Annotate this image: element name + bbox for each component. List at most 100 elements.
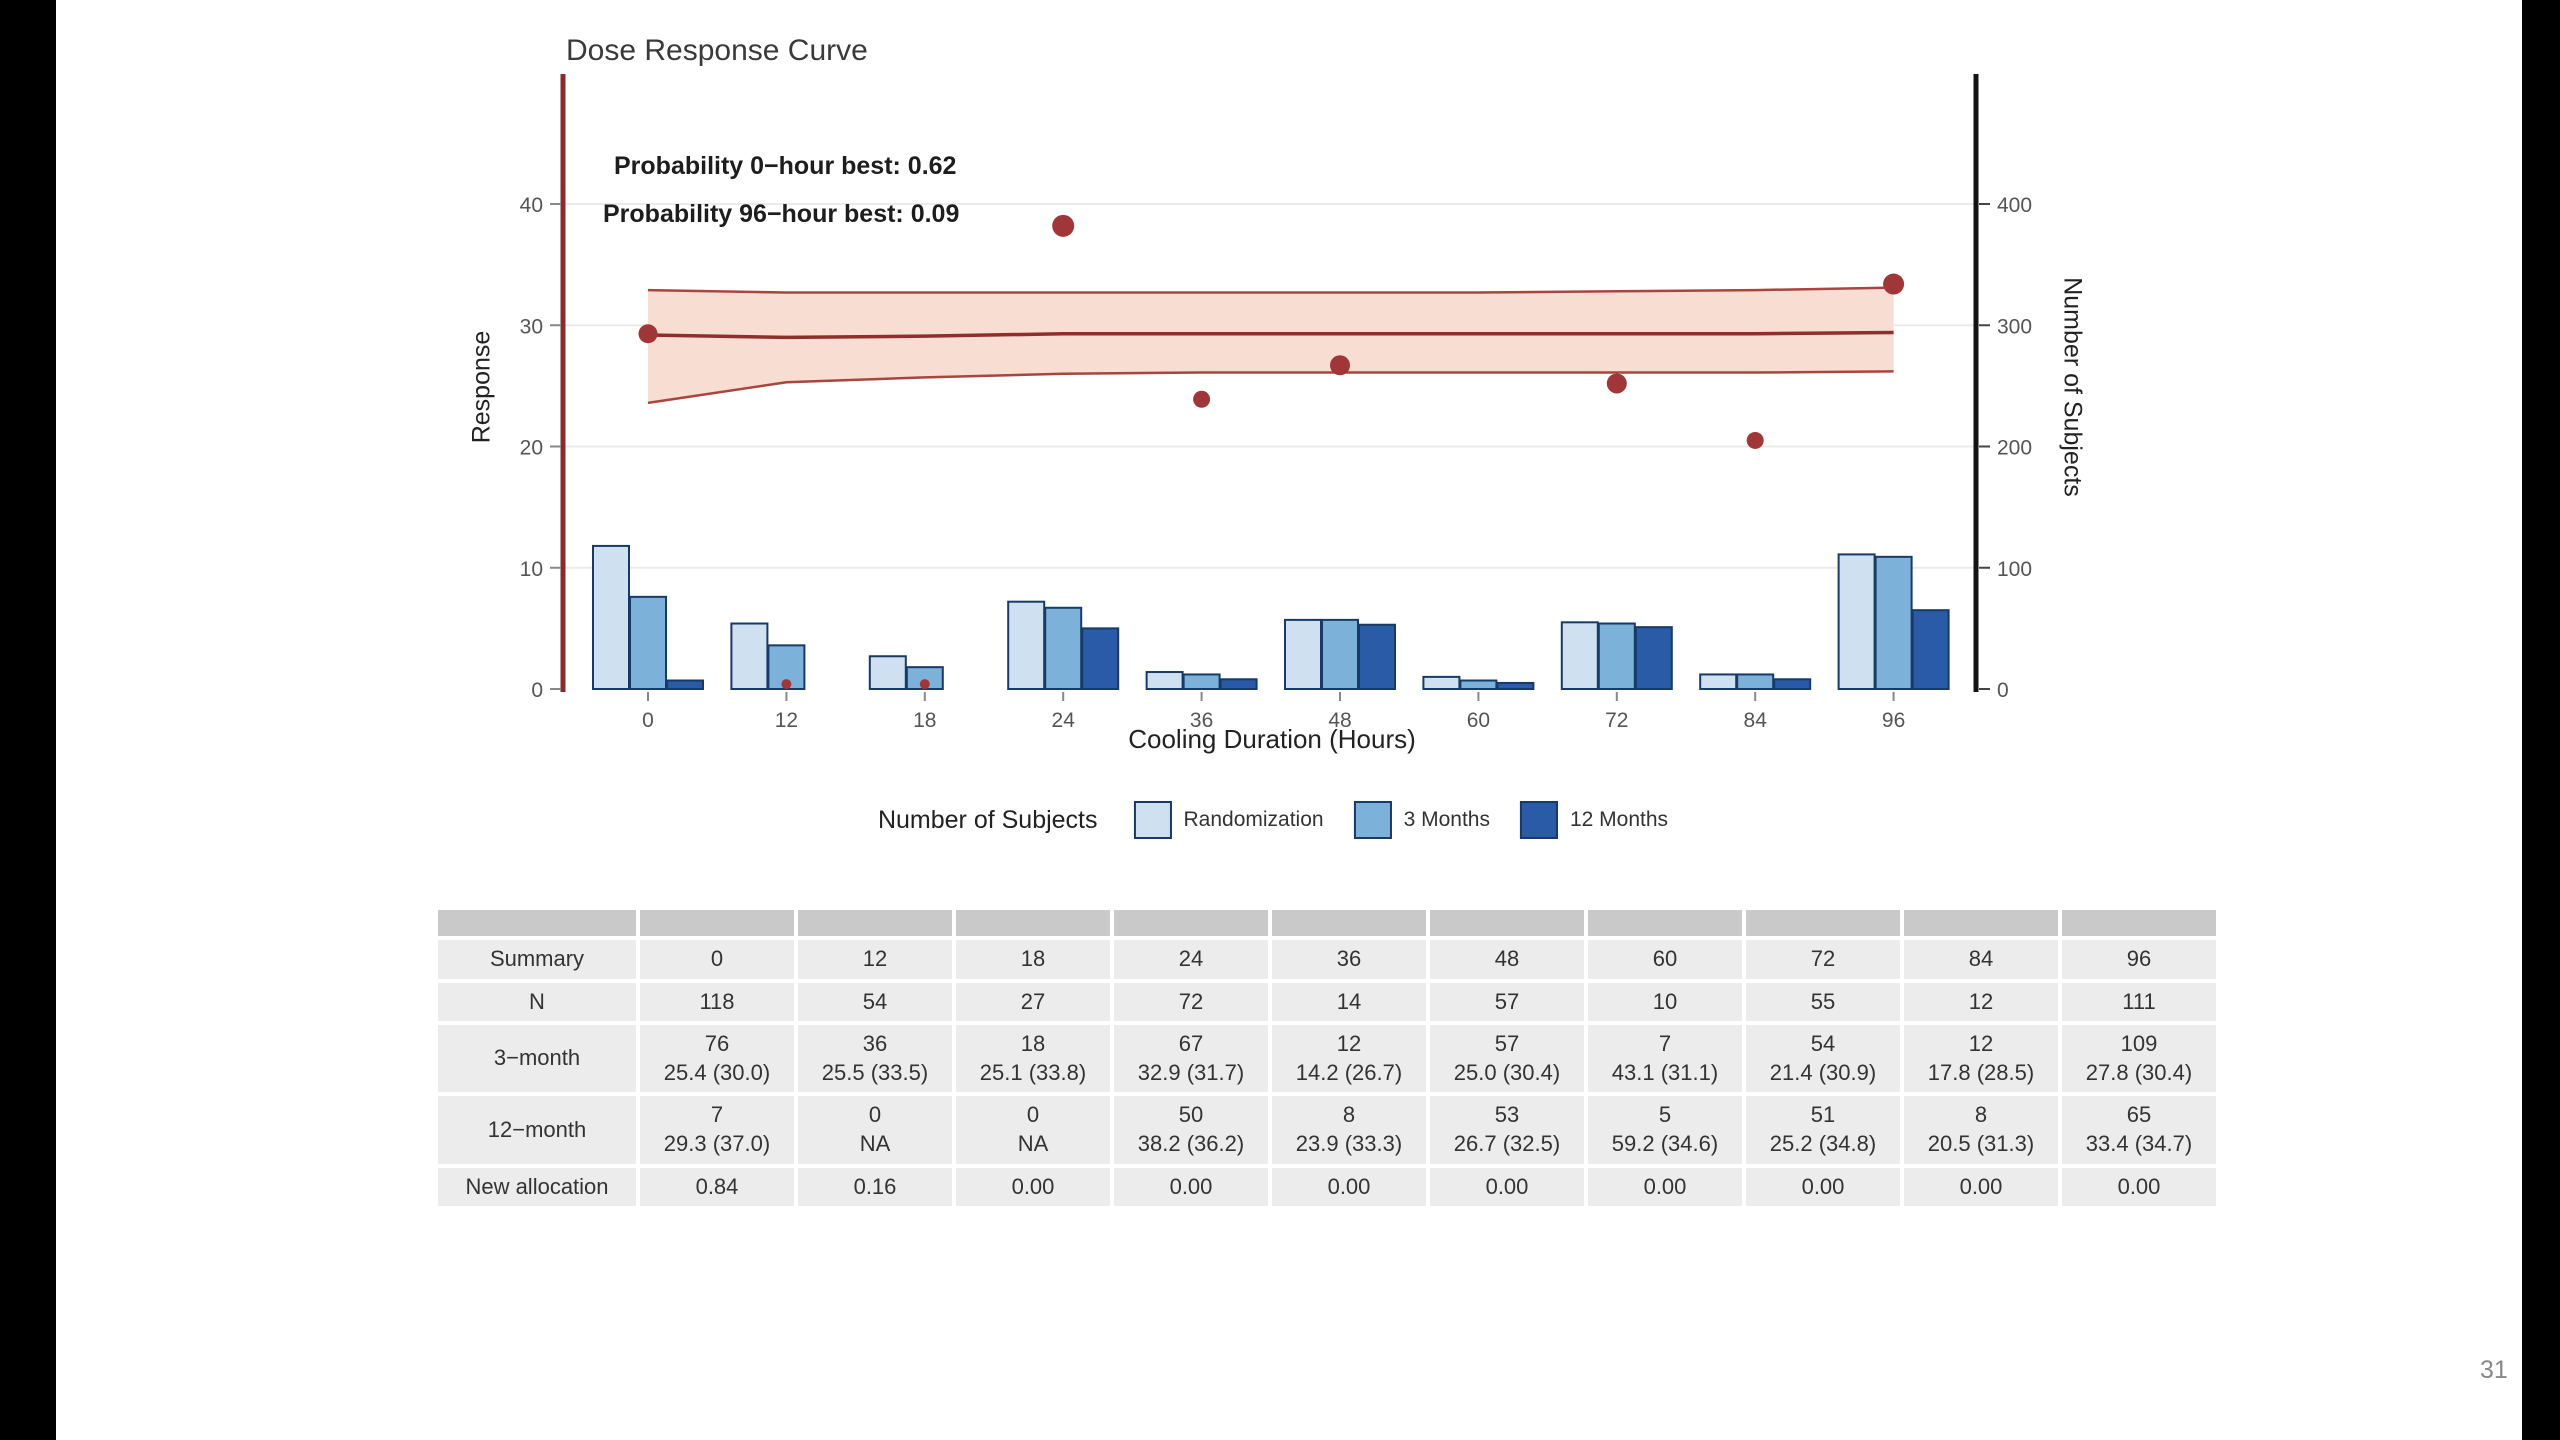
row-label: 12−month <box>438 1096 636 1164</box>
table-row: Summary 0 12 18 24 36 48 60 72 84 96 <box>438 940 2216 979</box>
table-cell: 109 27.8 (30.4) <box>2062 1025 2216 1093</box>
table-cell: 54 21.4 (30.9) <box>1746 1025 1900 1093</box>
table-cell: 0.00 <box>1114 1167 1268 1207</box>
table-cell: 0.00 <box>1904 1167 2058 1207</box>
page-number: 31 <box>2480 1356 2508 1384</box>
table-cell: 0.00 <box>1272 1167 1426 1207</box>
table-cell: 0.00 <box>956 1167 1110 1207</box>
svg-text:24: 24 <box>1052 709 1076 732</box>
svg-text:100: 100 <box>1997 558 2032 581</box>
svg-text:200: 200 <box>1997 437 2032 460</box>
table-cell: 84 <box>1904 940 2058 979</box>
x-axis-label: Cooling Duration (Hours) <box>1128 724 1416 754</box>
table-cell: 0.16 <box>798 1167 952 1207</box>
svg-text:40: 40 <box>520 194 543 217</box>
legend-swatch-3months <box>1353 801 1392 839</box>
table-cell: 57 <box>1430 982 1584 1022</box>
table-header-cell <box>1272 910 1426 936</box>
table-cell: 0.00 <box>1746 1167 1900 1207</box>
row-label: New allocation <box>438 1167 636 1207</box>
table-cell: 36 <box>1272 940 1426 979</box>
table-cell: 36 25.5 (33.5) <box>798 1025 952 1093</box>
table-cell: 118 <box>640 982 794 1022</box>
table-cell: 67 32.9 (31.7) <box>1114 1025 1268 1093</box>
table-header-cell <box>1114 910 1268 936</box>
table-cell: 0.00 <box>2062 1167 2216 1207</box>
annotation-prob-96hour: Probability 96−hour best: 0.09 <box>603 200 960 228</box>
table-cell: 8 23.9 (33.3) <box>1272 1096 1426 1164</box>
legend-swatch-randomization <box>1133 801 1172 839</box>
svg-text:400: 400 <box>1997 194 2032 217</box>
table-cell: 27 <box>956 982 1110 1022</box>
svg-text:18: 18 <box>913 709 936 732</box>
table-cell: 48 <box>1430 940 1584 979</box>
table-cell: 7 29.3 (37.0) <box>640 1096 794 1164</box>
table-header-cell <box>1904 910 2058 936</box>
table-cell: 0.00 <box>1588 1167 1742 1207</box>
screen-edge-left <box>0 0 56 1440</box>
table-cell: 0 NA <box>956 1096 1110 1164</box>
legend-item-randomization: Randomization <box>1133 801 1324 839</box>
row-label: Summary <box>438 940 636 979</box>
legend-label-3months: 3 Months <box>1403 808 1490 831</box>
table-cell: 60 <box>1588 940 1742 979</box>
legend-item-12months: 12 Months <box>1519 801 1669 839</box>
table-cell: 76 25.4 (30.0) <box>640 1025 794 1093</box>
svg-text:10: 10 <box>520 558 543 581</box>
table-header-cell <box>798 910 952 936</box>
svg-text:0: 0 <box>1997 679 2009 702</box>
legend-label-12months: 12 Months <box>1569 808 1669 831</box>
table-header-cell <box>1746 910 1900 936</box>
table-cell: 0 <box>640 940 794 979</box>
table-cell: 24 <box>1114 940 1268 979</box>
table-cell: 18 <box>956 940 1110 979</box>
legend-title: Number of Subjects <box>877 805 1098 834</box>
y-axis-label-right: Number of Subjects <box>2058 277 2087 497</box>
summary-table: Summary 0 12 18 24 36 48 60 72 84 96 N 118 54 27 72 14 57… <box>434 906 2220 1210</box>
table-cell: 50 38.2 (36.2) <box>1114 1096 1268 1164</box>
table-cell: 0.00 <box>1430 1167 1584 1207</box>
svg-text:0: 0 <box>531 679 543 702</box>
screen-edge-right <box>2522 0 2560 1440</box>
table-cell: 51 25.2 (34.8) <box>1746 1096 1900 1164</box>
table-cell: 57 25.0 (30.4) <box>1430 1025 1584 1093</box>
table-cell: 72 <box>1746 940 1900 979</box>
table-cell: 14 <box>1272 982 1426 1022</box>
table-header-cell <box>2062 910 2216 936</box>
table-cell: 54 <box>798 982 952 1022</box>
table-header-cell <box>1588 910 1742 936</box>
svg-text:60: 60 <box>1467 709 1490 732</box>
svg-text:30: 30 <box>520 315 543 338</box>
table-cell: 5 59.2 (34.6) <box>1588 1096 1742 1164</box>
y-axis-label-left: Response <box>467 330 496 444</box>
svg-text:0: 0 <box>642 709 654 732</box>
table-cell: 111 <box>2062 982 2216 1022</box>
table-cell: 96 <box>2062 940 2216 979</box>
chart-legend: Number of Subjects Randomization 3 Month… <box>878 801 1668 839</box>
table-cell: 53 26.7 (32.5) <box>1430 1096 1584 1164</box>
table-header-cell <box>438 910 636 936</box>
table-header-row <box>438 910 2216 936</box>
table-row: 3−month 76 25.4 (30.0) 36 25.5 (33.5) 18 25… <box>438 1025 2216 1093</box>
table-cell: 0.84 <box>640 1167 794 1207</box>
table-row: 12−month 7 29.3 (37.0) 0 NA 0 NA 50 38.2 (36… <box>438 1096 2216 1164</box>
table-cell: 12 14.2 (26.7) <box>1272 1025 1426 1093</box>
table-cell: 55 <box>1746 982 1900 1022</box>
svg-text:48: 48 <box>1328 709 1351 732</box>
svg-text:20: 20 <box>520 437 543 460</box>
table-cell: 0 NA <box>798 1096 952 1164</box>
svg-text:72: 72 <box>1605 709 1628 732</box>
table-cell: 12 <box>798 940 952 979</box>
legend-item-3months: 3 Months <box>1353 801 1490 839</box>
table-cell: 72 <box>1114 982 1268 1022</box>
legend-swatch-12months <box>1519 801 1558 839</box>
table-cell: 7 43.1 (31.1) <box>1588 1025 1742 1093</box>
row-label: 3−month <box>438 1025 636 1093</box>
svg-text:96: 96 <box>1882 709 1905 732</box>
table-row: New allocation 0.84 0.16 0.00 0.00 0.00 0.00 0.… <box>438 1167 2216 1207</box>
table-cell: 18 25.1 (33.8) <box>956 1025 1110 1093</box>
svg-text:84: 84 <box>1744 709 1768 732</box>
legend-label-randomization: Randomization <box>1183 808 1324 831</box>
annotation-prob-0hour: Probability 0−hour best: 0.62 <box>614 152 957 180</box>
